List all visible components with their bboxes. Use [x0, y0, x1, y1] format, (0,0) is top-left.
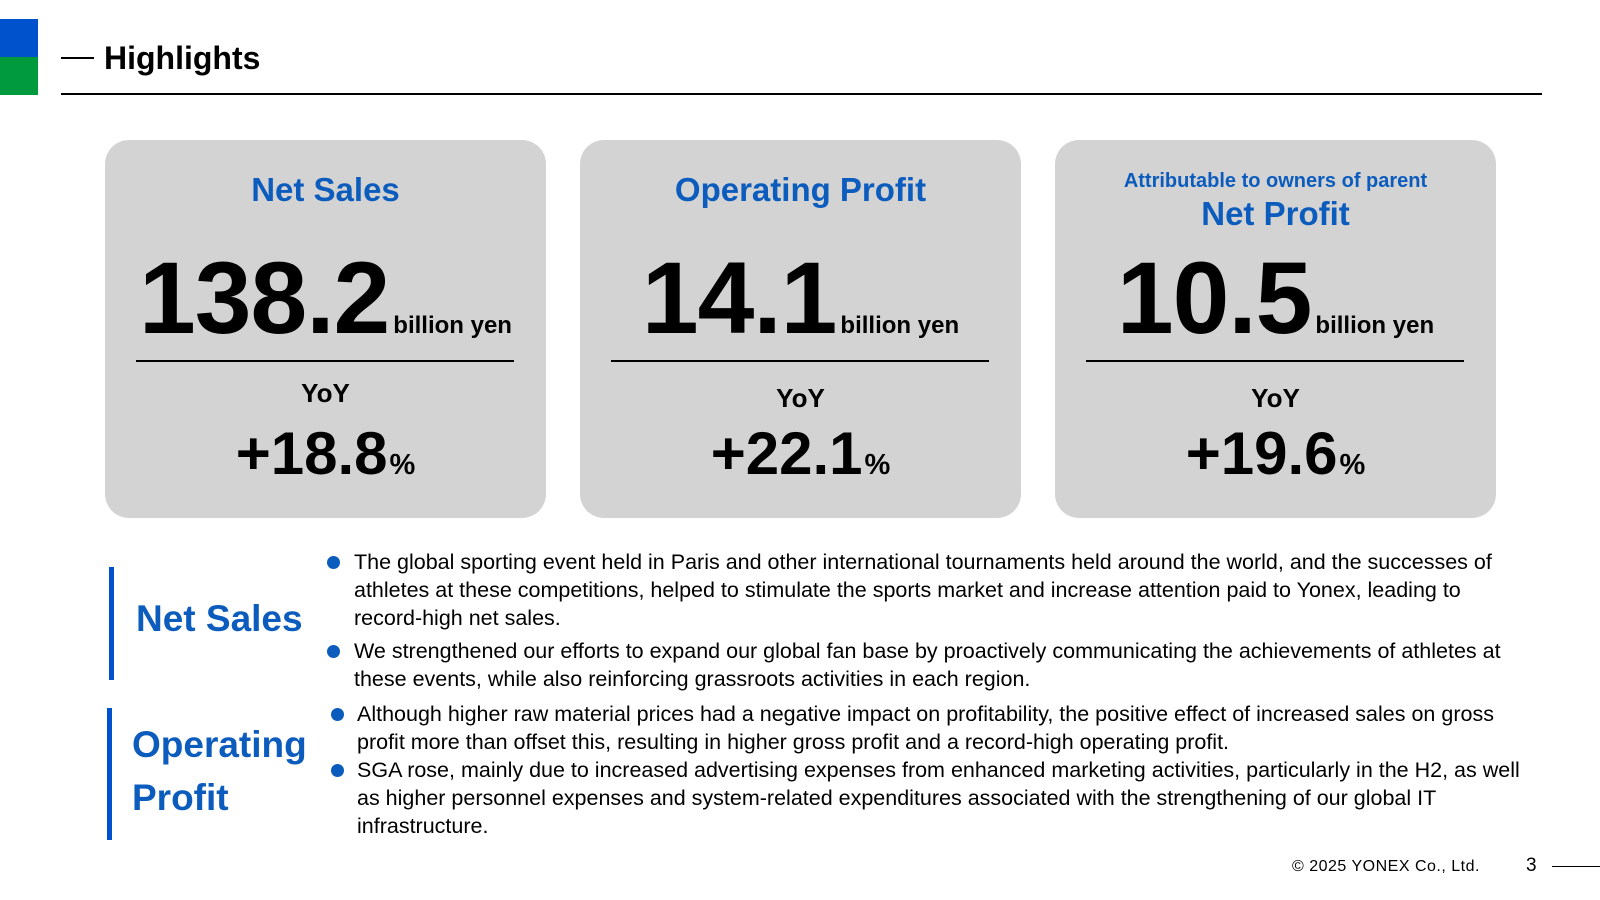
operating-profit-section-bar: [107, 708, 112, 840]
card-yoy-row: +18.8%: [105, 422, 546, 486]
brand-block-green: [0, 57, 38, 95]
card-yoy-unit: %: [389, 449, 416, 481]
card-value: 10.5: [1116, 241, 1313, 355]
card-value-row: 10.5 billion yen: [1055, 247, 1496, 349]
card-net-sales: Net Sales 138.2 billion yen YoY +18.8%: [105, 140, 546, 518]
brand-block-blue: [0, 19, 38, 57]
operating-profit-bullets: Although higher raw material prices had …: [331, 700, 1547, 845]
operating-profit-title-line1: Operating: [132, 724, 307, 765]
card-value: 14.1: [641, 241, 838, 355]
card-yoy-row: +22.1%: [580, 422, 1021, 486]
bullet-text: SGA rose, mainly due to increased advert…: [357, 758, 1520, 838]
list-item: SGA rose, mainly due to increased advert…: [331, 756, 1547, 840]
bullet-text: Although higher raw material prices had …: [357, 702, 1494, 754]
card-divider: [136, 360, 514, 362]
bullet-dot-icon: [327, 556, 340, 569]
card-yoy-unit: %: [864, 449, 891, 481]
card-yoy-unit: %: [1339, 449, 1366, 481]
page-title: Highlights: [104, 40, 261, 76]
title-divider: [61, 93, 1542, 95]
card-yoy-label: YoY: [776, 383, 825, 413]
card-unit: billion yen: [840, 312, 960, 339]
card-unit: billion yen: [1315, 312, 1435, 339]
card-yoy-label: YoY: [301, 378, 350, 408]
footer-rule: [1552, 866, 1600, 867]
net-sales-section-title: Net Sales: [136, 598, 303, 639]
card-yoy-value: +22.1: [710, 420, 863, 487]
card-divider: [611, 360, 989, 362]
card-yoy-row: +19.6%: [1055, 422, 1496, 486]
page-number: 3: [1526, 855, 1537, 876]
card-net-profit: Attributable to owners of parent Net Pro…: [1055, 140, 1496, 518]
card-kicker: Attributable to owners of parent: [1123, 170, 1428, 192]
card-unit: billion yen: [393, 312, 512, 339]
card-yoy-value: +18.8: [235, 420, 388, 487]
card-divider: [1086, 360, 1464, 362]
operating-profit-section-title: Operating Profit: [132, 718, 307, 824]
bullet-dot-icon: [327, 645, 340, 658]
card-label: Net Profit: [1201, 195, 1350, 232]
bullet-dot-icon: [331, 764, 344, 777]
card-yoy-value: +19.6: [1185, 420, 1338, 487]
net-sales-bullets: The global sporting event held in Paris …: [327, 548, 1534, 698]
footer-copyright: © 2025 YONEX Co., Ltd.: [1292, 858, 1480, 875]
card-operating-profit: Operating Profit 14.1 billion yen YoY +22…: [580, 140, 1021, 518]
net-sales-section-bar: [109, 567, 114, 680]
card-value-row: 138.2 billion yen: [105, 247, 546, 349]
bullet-dot-icon: [331, 708, 344, 721]
list-item: Although higher raw material prices had …: [331, 700, 1547, 756]
list-item: The global sporting event held in Paris …: [327, 548, 1534, 632]
operating-profit-title-line2: Profit: [132, 777, 229, 818]
card-value: 138.2: [139, 241, 390, 355]
title-dash: [61, 57, 94, 59]
card-value-row: 14.1 billion yen: [580, 247, 1021, 349]
card-label: Operating Profit: [674, 171, 927, 208]
card-yoy-label: YoY: [1251, 383, 1300, 413]
card-label: Net Sales: [251, 171, 400, 208]
bullet-text: The global sporting event held in Paris …: [354, 550, 1492, 630]
list-item: We strengthened our efforts to expand ou…: [327, 637, 1534, 693]
bullet-text: We strengthened our efforts to expand ou…: [354, 639, 1501, 691]
